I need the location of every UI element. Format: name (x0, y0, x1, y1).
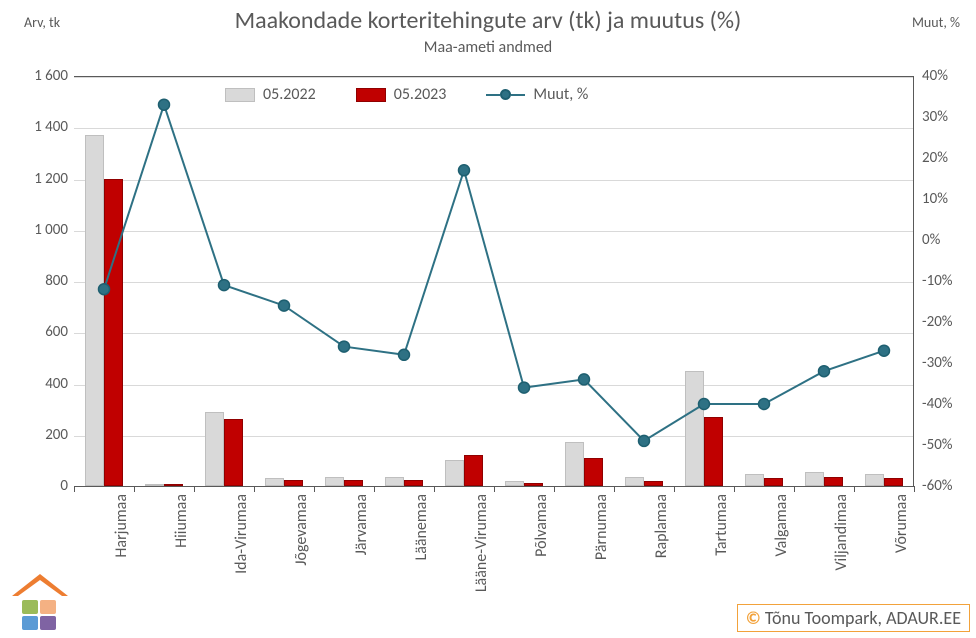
x-axis-label: Viljandimaa (832, 494, 851, 571)
muut-marker (759, 399, 770, 410)
muut-marker (699, 399, 710, 410)
legend: 05.2022 05.2023 Muut, % (225, 85, 588, 104)
y-tick-right: -50% (916, 436, 976, 454)
y-tick-right: 0% (916, 231, 976, 249)
x-axis-label: Läänemaa (412, 494, 431, 561)
logo-icon (8, 572, 72, 632)
muut-marker (459, 165, 470, 176)
y-tick-left: 800 (0, 272, 68, 290)
line-layer (74, 76, 914, 486)
x-axis-label: Jõgevamaa (292, 494, 311, 566)
muut-marker (339, 341, 350, 352)
chart-container: Arv, tk Muut, % Maakondade korteritehing… (0, 0, 976, 638)
y-tick-left: 200 (0, 426, 68, 444)
y-tick-right: -60% (916, 477, 976, 495)
y-tick-left: 600 (0, 323, 68, 341)
x-axis-label: Võrumaa (892, 494, 911, 553)
x-axis-label: Valgamaa (772, 494, 791, 557)
muut-marker (819, 366, 830, 377)
legend-swatch-2022 (225, 88, 255, 102)
y-tick-right: -10% (916, 272, 976, 290)
y-tick-right: -30% (916, 354, 976, 372)
y-tick-right: 20% (916, 149, 976, 167)
chart-title: Maakondade korteritehingute arv (tk) ja … (0, 6, 976, 35)
x-axis-label: Ida-Virumaa (232, 494, 251, 574)
muut-marker (99, 284, 110, 295)
y-tick-right: -20% (916, 313, 976, 331)
x-axis-label: Põlvamaa (532, 494, 551, 557)
y-tick-left: 0 (0, 477, 68, 495)
y-tick-left: 400 (0, 375, 68, 393)
attribution: © Tõnu Toompark, ADAUR.EE (737, 604, 970, 632)
muut-marker (159, 99, 170, 110)
x-axis-label: Pärnumaa (592, 494, 611, 560)
y-tick-left: 1 200 (0, 170, 68, 188)
legend-line-muut (486, 89, 525, 100)
muut-marker (639, 435, 650, 446)
y-tick-right: -40% (916, 395, 976, 413)
copyright-icon: © (746, 607, 761, 629)
legend-item-2023: 05.2023 (356, 85, 447, 104)
x-axis-label: Harjumaa (112, 494, 131, 558)
x-axis-label: Lääne-Virumaa (472, 494, 491, 592)
y-tick-right: 30% (916, 108, 976, 126)
legend-label: Muut, % (533, 85, 588, 104)
legend-label: 05.2023 (394, 85, 447, 104)
legend-item-2022: 05.2022 (225, 85, 316, 104)
y-tick-left: 1 400 (0, 118, 68, 136)
x-axis-label: Järvamaa (352, 494, 371, 555)
muut-marker (879, 345, 890, 356)
muut-marker (519, 382, 530, 393)
chart-subtitle: Maa-ameti andmed (0, 38, 976, 57)
y-tick-right: 40% (916, 67, 976, 85)
y-tick-right: 10% (916, 190, 976, 208)
attribution-text: Tõnu Toompark, ADAUR.EE (765, 607, 961, 629)
legend-label: 05.2022 (263, 85, 316, 104)
x-axis-label: Tartumaa (712, 494, 731, 556)
y-tick-left: 1 000 (0, 221, 68, 239)
muut-marker (219, 280, 230, 291)
legend-swatch-2023 (356, 88, 386, 102)
muut-line (104, 105, 884, 441)
muut-marker (399, 349, 410, 360)
x-axis-label: Raplamaa (652, 494, 671, 558)
muut-marker (579, 374, 590, 385)
muut-marker (279, 300, 290, 311)
y-tick-left: 1 600 (0, 67, 68, 85)
legend-item-muut: Muut, % (486, 85, 588, 104)
x-axis-label: Hiiumaa (172, 494, 191, 548)
